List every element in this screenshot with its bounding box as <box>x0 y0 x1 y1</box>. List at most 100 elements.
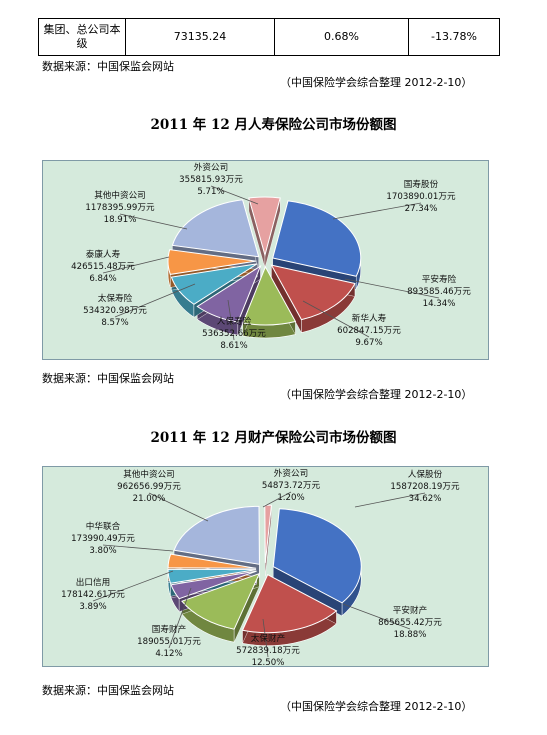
pie-slice <box>242 265 297 326</box>
life-chart-area: 国寿股份 1703890.01万元 27.34% 平安寿险 893585.46万元 14.… <box>42 160 489 360</box>
slice-value-label: 178142.61万元 <box>61 590 125 600</box>
slice-percent-label: 12.50% <box>252 658 285 666</box>
leader-line <box>227 299 235 341</box>
slice-value-label: 602847.15万元 <box>337 326 401 336</box>
property-chart-area: 人保股份 1587208.19万元 34.62% 平安财产 865655.42万元 18.… <box>42 466 489 667</box>
slice-value-label: 1703890.01万元 <box>386 192 456 202</box>
slice-percent-label: 18.91% <box>104 215 137 225</box>
compile-note: （中国保险学会综合整理 2012-2-10） <box>280 76 473 89</box>
slice-value-label: 572839.18万元 <box>236 646 300 656</box>
slice-percent-label: 6.84% <box>89 274 116 284</box>
slice-name-label: 外资公司 <box>194 161 228 173</box>
pie-slice <box>248 196 281 257</box>
source-note: 数据来源：中国保监会网站 <box>42 684 174 697</box>
slice-name-label: 中华联合 <box>86 520 121 532</box>
table-cell: -13.78% <box>408 18 500 56</box>
pie-slice <box>167 553 257 569</box>
pie-slice <box>270 264 356 321</box>
slice-value-label: 173990.49万元 <box>71 534 135 544</box>
slice-percent-label: 8.57% <box>101 318 128 328</box>
property-pie-chart: 人保股份 1587208.19万元 34.62% 平安财产 865655.42万元 18.… <box>61 467 460 666</box>
pie-top-layer <box>167 504 362 634</box>
pie-slice <box>272 508 362 604</box>
slice-name-label: 国寿财产 <box>152 623 186 635</box>
slice-percent-label: 21.00% <box>133 494 166 504</box>
leader-line <box>354 492 426 508</box>
slice-name-label: 外资公司 <box>274 467 308 479</box>
leader-line <box>344 278 440 299</box>
slice-percent-label: 34.62% <box>409 494 442 504</box>
leader-line <box>332 202 422 220</box>
slice-name-label: 平安寿险 <box>422 273 457 285</box>
slice-value-label: 536352.66万元 <box>202 329 266 339</box>
slice-percent-label: 18.88% <box>394 630 427 640</box>
slice-name-label: 人保股份 <box>408 468 443 480</box>
slice-value-label: 1178395.99万元 <box>85 203 155 213</box>
source-note: 数据来源：中国保监会网站 <box>42 372 174 385</box>
leader-line <box>102 256 170 274</box>
pie-slice <box>264 504 272 564</box>
slice-value-label: 54873.72万元 <box>262 481 321 491</box>
table-cell: 73135.24 <box>125 18 275 56</box>
leader-line <box>92 570 174 602</box>
slice-percent-label: 4.12% <box>155 649 182 659</box>
pie-slice <box>167 568 257 584</box>
table-cell: 0.68% <box>274 18 409 56</box>
compile-note: （中国保险学会综合整理 2012-2-10） <box>280 388 473 401</box>
slice-name-label: 新华人寿 <box>352 312 387 324</box>
pie-top-layer <box>167 196 362 326</box>
leader-line <box>342 603 411 630</box>
summary-table: 集团、总公司本级 73135.24 0.68% -13.78% <box>38 18 500 56</box>
chart-title-life: 2011 年 12 月人寿保险公司市场份额图 <box>150 117 397 133</box>
slice-value-label: 355815.93万元 <box>179 175 243 185</box>
leader-line <box>102 544 174 552</box>
pie-slice <box>171 199 260 258</box>
leader-line <box>114 283 196 318</box>
slice-value-label: 962656.99万元 <box>117 482 181 492</box>
slice-name-label: 人保寿险 <box>217 315 252 327</box>
slice-name-label: 国寿股份 <box>404 178 439 190</box>
slice-value-label: 426515.48万元 <box>71 262 135 272</box>
leader-line <box>302 300 370 338</box>
slice-name-label: 出口信用 <box>76 576 110 588</box>
leader-line <box>262 491 292 508</box>
slice-name-label: 其他中资公司 <box>123 468 175 480</box>
slice-percent-label: 1.20% <box>277 493 304 503</box>
slice-name-label: 太保财产 <box>251 632 285 644</box>
table-row: 集团、总公司本级 73135.24 0.68% -13.78% <box>38 18 500 56</box>
compile-note: （中国保险学会综合整理 2012-2-10） <box>280 700 473 713</box>
leader-line <box>168 587 192 649</box>
pie-slice <box>181 572 261 630</box>
slice-percent-label: 27.34% <box>405 204 438 214</box>
leader-line <box>210 185 259 205</box>
pie-slice <box>170 263 258 305</box>
pie-slice <box>173 505 260 565</box>
pie-labels: 人保股份 1587208.19万元 34.62% 平安财产 865655.42万元 18.… <box>61 467 460 666</box>
slice-percent-label: 9.67% <box>355 338 382 348</box>
slice-name-label: 平安财产 <box>393 604 427 616</box>
slice-name-label: 太保寿险 <box>98 292 133 304</box>
pie-labels: 国寿股份 1703890.01万元 27.34% 平安寿险 893585.46万元 14.… <box>71 161 471 351</box>
slice-value-label: 534320.98万元 <box>83 306 147 316</box>
table-cell: 集团、总公司本级 <box>38 18 126 56</box>
source-note: 数据来源：中国保监会网站 <box>42 60 174 73</box>
slice-value-label: 865655.42万元 <box>378 618 442 628</box>
slice-percent-label: 3.89% <box>79 602 106 612</box>
slice-percent-label: 14.34% <box>423 299 456 309</box>
leader-line <box>148 492 209 522</box>
slice-percent-label: 3.80% <box>89 546 116 556</box>
chart-title-property: 2011 年 12 月财产保险公司市场份额图 <box>150 430 397 446</box>
pie-slice <box>241 573 338 634</box>
slice-value-label: 893585.46万元 <box>407 287 471 297</box>
slice-name-label: 泰康人寿 <box>86 248 121 260</box>
slice-value-label: 1587208.19万元 <box>390 482 460 492</box>
pie-slice <box>272 200 362 277</box>
life-pie-chart: 国寿股份 1703890.01万元 27.34% 平安寿险 893585.46万元 14.… <box>71 161 471 351</box>
pie-slice <box>170 570 257 600</box>
pie-slice <box>196 264 262 323</box>
leader-line <box>262 618 269 658</box>
slice-name-label: 其他中资公司 <box>94 189 146 201</box>
slice-percent-label: 5.71% <box>197 187 224 197</box>
pie-slice <box>167 249 257 275</box>
leader-line <box>119 213 188 230</box>
